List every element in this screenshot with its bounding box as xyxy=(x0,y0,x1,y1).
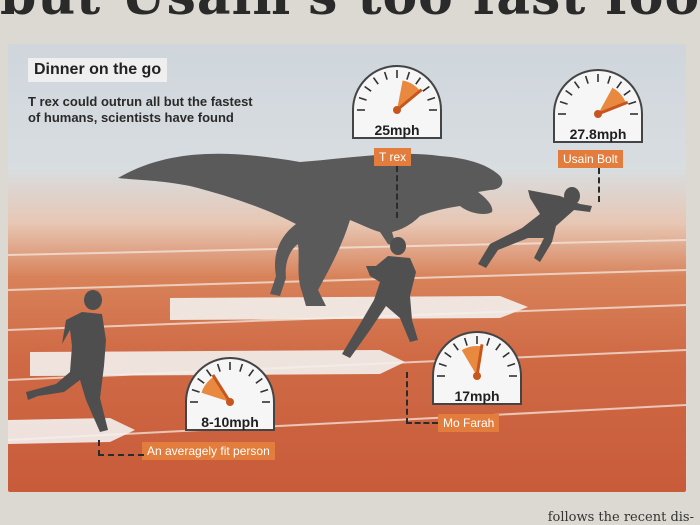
speedometer-icon xyxy=(352,65,442,139)
gauge-speed-value: 27.8mph xyxy=(569,126,627,142)
gauge-tick xyxy=(415,77,422,85)
gauge-speed-value: 17mph xyxy=(454,388,500,404)
gauge-tick xyxy=(502,351,510,358)
gauge-tick xyxy=(406,71,411,80)
speedometer-icon xyxy=(185,357,275,431)
gauge-needle xyxy=(396,88,423,112)
gauge-tick xyxy=(444,351,452,358)
gauge-tick xyxy=(248,369,255,377)
gauge-tick xyxy=(495,343,502,351)
gauge-tick xyxy=(573,81,580,89)
gauge-t-rex: 25mph xyxy=(344,60,450,150)
gauge-tick xyxy=(507,362,516,367)
gauge-mo-farah: 17mph xyxy=(424,326,530,412)
average-person-silhouette xyxy=(26,290,108,432)
gauge-tick xyxy=(623,89,631,96)
gauge-fill xyxy=(397,80,421,110)
speedometer-icon xyxy=(432,331,522,405)
gauge-label-mo-farah: Mo Farah xyxy=(438,414,500,432)
gauge-face xyxy=(352,65,442,139)
gauge-tick xyxy=(383,71,388,80)
gauge-needle xyxy=(211,374,232,403)
gauge-tick xyxy=(358,96,367,101)
gauge-tick xyxy=(427,96,436,101)
gauge-usain-bolt: 27.8mph xyxy=(544,64,652,154)
gauge-tick xyxy=(422,85,430,92)
gauge-tick xyxy=(565,89,573,96)
mo-farah-silhouette xyxy=(342,237,418,358)
gauge-label-t-rex: T rex xyxy=(374,148,412,166)
gauge-needle xyxy=(597,100,629,116)
gauge-tick xyxy=(463,337,468,346)
gauge-tick xyxy=(239,363,244,372)
gauge-fill xyxy=(201,376,230,402)
gauge-tick xyxy=(486,337,491,346)
gauge-tick xyxy=(616,81,623,89)
gauge-tick xyxy=(364,85,372,92)
gauge-tick xyxy=(255,377,263,384)
gauge-label-average-person: An averagely fit person xyxy=(142,442,275,460)
gauge-tick xyxy=(205,369,212,377)
leader-line-average-person xyxy=(98,440,144,456)
gauge-tick xyxy=(191,388,200,393)
usain-bolt-silhouette xyxy=(478,187,592,268)
leader-line-t-rex xyxy=(396,166,398,218)
gauge-average-person: 8-10mph xyxy=(174,352,286,438)
infographic-title: Dinner on the go xyxy=(28,58,168,82)
track-lane-lines xyxy=(7,239,687,441)
gauge-tick xyxy=(607,75,612,84)
gauge-tick xyxy=(216,363,221,372)
gauge-face xyxy=(185,357,275,431)
gauge-tick xyxy=(452,343,459,351)
article-text-fragment: follows the recent dis- xyxy=(547,510,694,525)
gauge-tick xyxy=(372,77,379,85)
t-rex-silhouette xyxy=(118,153,503,306)
gauge-needle xyxy=(475,344,484,377)
gauge-tick xyxy=(260,388,269,393)
gauge-tick xyxy=(438,362,447,367)
gauge-tick xyxy=(628,100,637,105)
infographic-subtitle: T rex could outrun all but the fastest o… xyxy=(28,94,253,125)
gauge-face xyxy=(553,69,643,143)
gauge-speed-value: 8-10mph xyxy=(201,414,259,430)
gauge-speed-value: 25mph xyxy=(374,122,420,138)
gauge-tick xyxy=(197,377,205,384)
gauge-tick xyxy=(584,75,589,84)
leader-line-mo-farah xyxy=(406,372,438,424)
gauge-tick xyxy=(559,100,568,105)
gauge-hub xyxy=(594,110,602,118)
gauge-fill xyxy=(598,87,626,114)
gauge-hub xyxy=(473,372,481,380)
newspaper-headline: but Usain's too fast food xyxy=(0,0,700,20)
speedometer-icon xyxy=(553,69,643,143)
leader-line-usain-bolt xyxy=(598,168,600,202)
gauge-hub xyxy=(393,106,401,114)
gauge-label-usain-bolt: Usain Bolt xyxy=(558,150,623,168)
gauge-hub xyxy=(226,398,234,406)
